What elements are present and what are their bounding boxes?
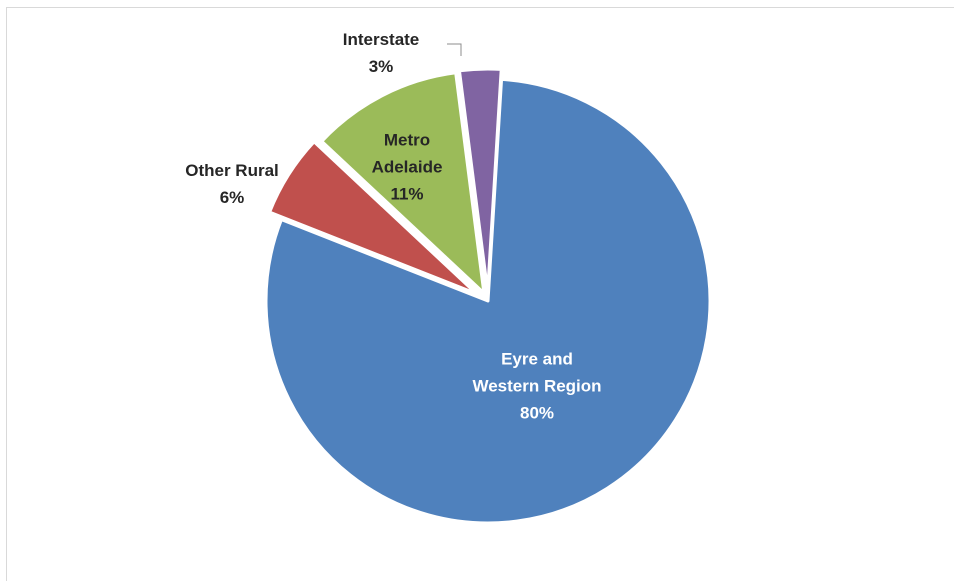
slice-value-metro-adelaide: 11% <box>390 184 423 203</box>
interstate-leader-line <box>447 43 462 56</box>
pie-slice-metro-adelaide <box>320 71 486 295</box>
slice-label-interstate: Interstate <box>343 30 420 49</box>
slice-label-metro-adelaide: Adelaide <box>372 157 443 176</box>
slice-label-eyre-and-western-region: Eyre and <box>501 349 573 368</box>
slice-value-eyre-and-western-region: 80% <box>520 403 554 422</box>
slice-label-eyre-and-western-region: Western Region <box>472 376 601 395</box>
chart-area <box>6 7 954 581</box>
slice-value-interstate: 3% <box>369 57 394 76</box>
pie-slice-other-rural <box>268 140 478 296</box>
pie-slice-eyre-and-western-region <box>264 77 712 525</box>
slice-value-other-rural: 6% <box>220 188 245 207</box>
slice-label-other-rural: Other Rural <box>185 161 279 180</box>
slice-label-metro-adelaide: Metro <box>384 130 430 149</box>
pie-slice-interstate <box>457 67 503 293</box>
